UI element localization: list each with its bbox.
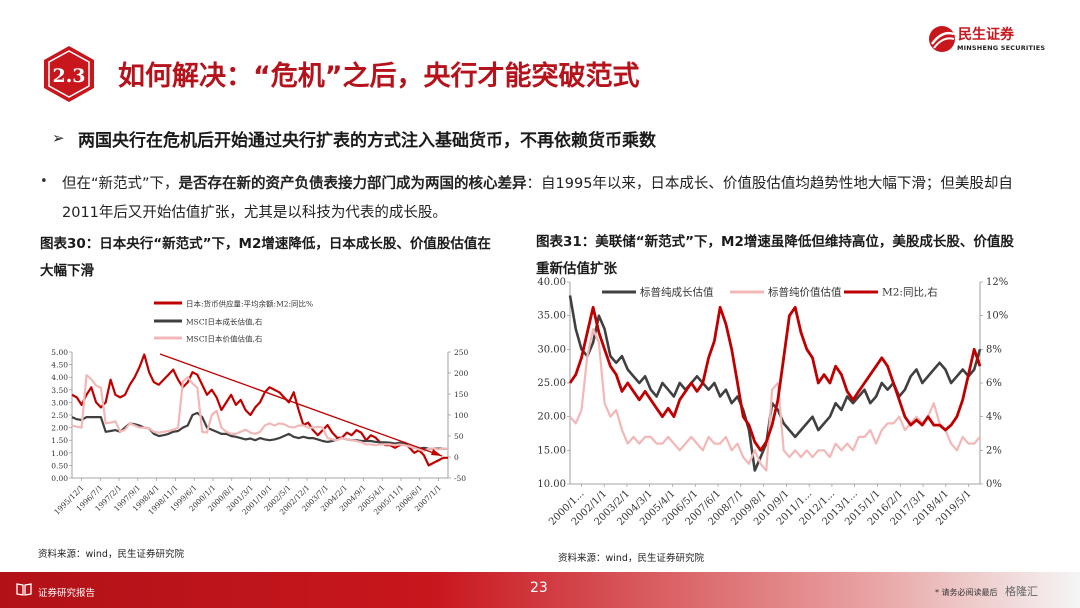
- y-right-tick-label: 200: [454, 369, 469, 378]
- chart31: 40.00 35.00 30.00 25.00 20.00 15.00 10.00 12% 10…: [537, 277, 1008, 528]
- y-left-tick-label: 30.00: [537, 344, 566, 355]
- footer-bar: [0, 572, 1080, 608]
- y-right-tick-label: 50: [454, 432, 464, 441]
- chart30-source: 资料来源：wind，民生证券研究院: [38, 549, 184, 560]
- logo-name-en: MINSHENG SECURITIES: [957, 44, 1046, 52]
- chart31-source: 资料来源：wind，民生证券研究院: [558, 553, 704, 564]
- legend-label: 日本:货币供应量:平均余额:M2:同比%: [186, 299, 313, 309]
- book-icon: [16, 583, 32, 596]
- y-left-tick-label: 40.00: [537, 277, 566, 288]
- chart30: 5.00 4.50 4.00 3.50 3.00 2.50 2.00 1.50 1.00 0.50…: [51, 299, 469, 517]
- slide-title: 如何解决：“危机”之后，央行才能突破范式: [118, 61, 640, 92]
- body-bold: 是否存在新的资产负债表接力部门成为两国的核心差异: [178, 176, 527, 192]
- watermark: 格隆汇: [1005, 585, 1038, 598]
- y-right-tick-label: 2%: [986, 445, 1002, 456]
- legend-label: 标普纯成长估值: [640, 286, 714, 299]
- y-right-tick-label: 250: [454, 348, 469, 357]
- y-left-tick-label: 0.00: [51, 474, 68, 483]
- y-right-tick-label: 100: [454, 411, 469, 420]
- y-left-tick-label: 4.00: [51, 373, 68, 382]
- y-right-tick-label: 12%: [986, 277, 1008, 288]
- y-right-tick-label: 10%: [986, 311, 1008, 322]
- y-left-tick-label: 35.00: [537, 311, 566, 322]
- y-right-tick-label: 4%: [986, 412, 1002, 423]
- y-right-tick-label: 0: [454, 453, 459, 462]
- body-paragraph: 但在“新范式”下，是否存在新的资产负债表接力部门成为两国的核心差异：自1995年…: [62, 170, 1037, 228]
- y-right-tick-label: 0%: [986, 479, 1002, 490]
- y-left-tick-label: 20.00: [537, 412, 566, 423]
- y-left-tick-label: 1.50: [51, 436, 68, 445]
- series-line-3: [71, 374, 448, 452]
- y-right-tick-label: 150: [454, 390, 469, 399]
- y-left-tick-label: 3.00: [51, 398, 68, 407]
- y-left-tick-label: 2.00: [51, 424, 68, 433]
- page-number: 23: [530, 580, 548, 596]
- footer-label: 证券研究报告: [38, 588, 96, 599]
- legend-label: M2:同比,右: [882, 286, 938, 299]
- y-left-tick-label: 25.00: [537, 378, 566, 389]
- chart31-caption: 图表31：美联储“新范式”下，M2增速虽降低但维持高位，美股成长股、价值股重新估…: [536, 234, 1014, 277]
- y-right-tick-label: 8%: [986, 344, 1002, 355]
- chart30-caption: 图表30：日本央行“新范式”下，M2增速降低，日本成长股、价值股估值在大幅下滑: [40, 236, 491, 279]
- disclaimer: * 请务必阅读最后: [935, 588, 998, 597]
- y-left-tick-label: 3.50: [51, 386, 68, 395]
- section-badge: 2.3: [44, 46, 94, 102]
- y-left-tick-label: 10.00: [537, 479, 566, 490]
- arrow-bullet-icon: ➢: [52, 129, 65, 147]
- series-line-1: [568, 295, 982, 472]
- trend-arrow-line: [159, 353, 443, 457]
- y-left-tick-label: 2.50: [51, 411, 68, 420]
- series-line-1: [71, 353, 448, 467]
- y-left-tick-label: 4.50: [51, 361, 68, 370]
- series-line-2: [569, 328, 981, 472]
- trend-arrow-head-icon: [431, 449, 442, 456]
- legend-label: MSCI日本价值估值,右: [186, 334, 263, 344]
- y-right-tick-label: 6%: [986, 378, 1002, 389]
- y-left-tick-label: 0.50: [51, 461, 68, 470]
- series-line-3: [568, 305, 982, 452]
- y-left-tick-label: 15.00: [537, 445, 566, 456]
- minsheng-logo-icon: [929, 26, 955, 52]
- dot-bullet-icon: •: [40, 174, 48, 189]
- logo-name-cn: 民生证券: [958, 27, 1014, 43]
- y-left-tick-label: 5.00: [51, 348, 68, 357]
- section-number: 2.3: [52, 65, 85, 87]
- y-right-tick-label: -50: [454, 474, 466, 483]
- body-pre: 但在“新范式”下，: [62, 176, 179, 192]
- body-post: ：自1995年以来，日本成长、价值股估值均趋势性地大幅下滑；但美股却自2011年…: [62, 176, 1013, 221]
- subheading: 两国央行在危机后开始通过央行扩表的方式注入基础货币，不再依赖货币乘数: [78, 131, 656, 151]
- y-left-tick-label: 1.00: [51, 449, 68, 458]
- legend-label: 标普纯价值估值: [768, 286, 842, 299]
- series-line-2: [71, 411, 448, 450]
- legend-label: MSCI日本成长估值,右: [186, 317, 263, 327]
